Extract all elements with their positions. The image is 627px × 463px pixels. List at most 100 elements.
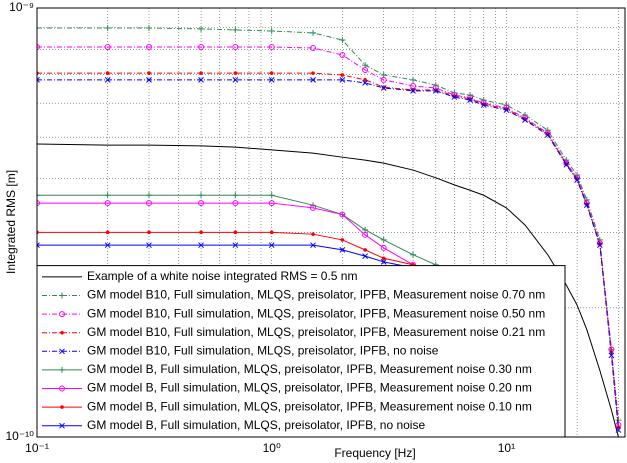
legend-label: GM model B10, Full simulation, MLQS, pre… [87, 325, 545, 339]
marker [503, 107, 510, 113]
marker [147, 71, 151, 75]
legend-label: GM model B10, Full simulation, MLQS, pre… [87, 343, 439, 357]
marker [105, 230, 110, 235]
marker [145, 25, 152, 32]
marker [380, 85, 387, 91]
marker [232, 77, 239, 83]
marker [310, 242, 316, 249]
marker [269, 71, 274, 75]
marker [59, 311, 65, 318]
legend-label: GM model B, Full simulation, MLQS, preis… [87, 362, 532, 376]
marker [339, 247, 346, 253]
marker [145, 192, 152, 199]
marker [268, 242, 275, 249]
marker [232, 192, 239, 199]
marker [104, 200, 111, 207]
marker [232, 242, 239, 249]
marker [59, 292, 65, 299]
legend-label: GM model B, Full simulation, MLQS, preis… [87, 399, 532, 413]
marker [339, 211, 346, 218]
marker [311, 71, 315, 75]
marker [574, 177, 580, 183]
marker [232, 26, 239, 33]
marker [199, 230, 203, 235]
marker [410, 88, 416, 94]
marker [104, 192, 111, 199]
marker [233, 230, 238, 235]
marker [380, 76, 387, 83]
marker [198, 200, 205, 207]
series-line [37, 72, 619, 428]
marker [145, 200, 152, 207]
marker [310, 204, 317, 211]
marker [37, 25, 40, 32]
marker [311, 232, 315, 236]
series-line [37, 143, 619, 437]
marker [410, 76, 417, 83]
marker [381, 85, 386, 89]
marker [544, 132, 551, 138]
marker [362, 253, 368, 259]
legend-label: GM model B10, Full simulation, MLQS, pre… [87, 288, 545, 302]
marker [37, 192, 40, 199]
marker [563, 161, 570, 168]
marker [198, 192, 205, 199]
marker [451, 94, 458, 100]
marker [232, 200, 239, 207]
marker [232, 44, 239, 51]
marker [59, 366, 65, 373]
marker [59, 348, 65, 355]
marker [104, 44, 111, 51]
series-line [37, 79, 619, 431]
marker [269, 230, 274, 235]
legend-label: GM model B, Full simulation, MLQS, preis… [87, 381, 532, 395]
x-tick-label: 10⁰ [263, 441, 281, 455]
marker [146, 77, 152, 83]
marker [310, 29, 317, 36]
x-tick-label: 10⁻¹ [25, 441, 49, 455]
marker [199, 71, 203, 75]
marker [522, 117, 528, 123]
y-tick-label: 10⁻⁹ [9, 0, 34, 14]
marker [583, 196, 590, 203]
legend-label: GM model B, Full simulation, MLQS, preis… [87, 418, 425, 432]
marker [380, 259, 387, 265]
marker [363, 248, 367, 252]
marker [37, 200, 40, 207]
marker [410, 251, 417, 258]
marker [37, 242, 40, 249]
marker [615, 427, 622, 433]
legend-label: Example of a white noise integrated RMS … [87, 269, 357, 283]
marker [583, 202, 590, 209]
marker [363, 78, 367, 82]
marker [339, 77, 346, 83]
marker [340, 73, 345, 77]
marker [105, 71, 110, 75]
marker [104, 25, 111, 32]
marker [268, 44, 275, 51]
y-axis-label: Integrated RMS [m] [4, 170, 18, 274]
marker [339, 37, 346, 44]
legend-label: GM model B10, Full simulation, MLQS, pre… [87, 306, 545, 320]
marker [362, 66, 369, 73]
marker [432, 88, 439, 94]
marker [104, 242, 111, 249]
marker [522, 112, 529, 119]
marker [198, 77, 204, 83]
x-tick-label: 10¹ [498, 441, 515, 455]
marker [467, 97, 473, 103]
marker [59, 422, 65, 429]
marker [310, 44, 317, 51]
marker [198, 242, 204, 249]
marker [608, 352, 615, 359]
marker [268, 77, 275, 83]
marker [147, 230, 151, 235]
marker [362, 231, 369, 238]
axes: 10⁻¹ 10⁰ 10¹ 10⁻¹⁰ 10⁻⁹ [6, 0, 516, 455]
marker [380, 236, 387, 243]
y-tick-label: 10⁻¹⁰ [6, 429, 35, 443]
marker [198, 44, 205, 51]
marker [362, 80, 368, 86]
